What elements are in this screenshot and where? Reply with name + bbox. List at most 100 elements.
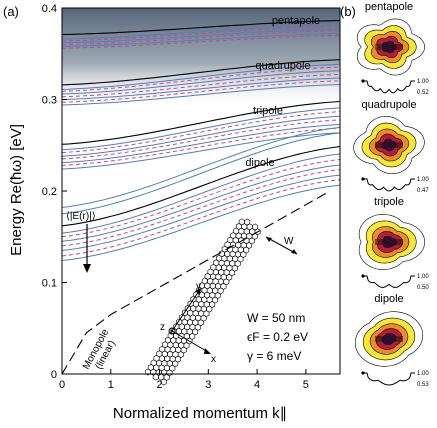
- profile-max-label: 1.00: [417, 371, 429, 377]
- band-curve-red-dashed: [62, 111, 340, 154]
- ribbon-cross-section: [375, 44, 403, 50]
- ribbon-y-label: y: [196, 281, 201, 292]
- panel-a-label: (a): [3, 4, 19, 19]
- x-axis-title: Normalized momentum k∥: [113, 405, 287, 422]
- profile-endpoint: [361, 371, 365, 375]
- band-curve-black: [62, 20, 340, 36]
- profile-max-label: 1.00: [417, 79, 429, 85]
- profile-max-label: 1.00: [417, 177, 429, 183]
- band-curve-blue: [62, 174, 340, 251]
- profile-endpoint: [361, 79, 365, 83]
- field-map-quadrupole: quadrupole 1.00 0.47: [353, 99, 429, 194]
- band-curve-red-dashed: [62, 179, 340, 257]
- band-curve-red-dashed: [62, 80, 340, 103]
- band-curve-blue: [62, 164, 340, 242]
- field-profile-curve: [363, 275, 415, 288]
- band-curve-blue: [62, 28, 340, 44]
- band-curve-red-dashed: [62, 119, 340, 160]
- y-tick-label: 0.1: [42, 278, 57, 290]
- x-tick-label: 0: [59, 379, 65, 391]
- field-map-pentapole: pentapole 1.00 0.52: [356, 1, 429, 96]
- band-curve-black: [62, 146, 340, 227]
- band-curve-blue: [62, 32, 340, 47]
- ribbon-w-label: W: [284, 236, 294, 247]
- band-curve-red-dashed: [62, 30, 340, 46]
- x-tick-label: 1: [108, 379, 114, 391]
- panel-b-label: (b): [340, 4, 356, 19]
- ribbon-x-label: x: [211, 354, 216, 365]
- field-map-title: dipole: [374, 293, 403, 305]
- ribbon-cross-section: [375, 142, 403, 148]
- graphene-ribbon-illustration: y x z W: [144, 218, 298, 386]
- y-tick-label: 0.3: [42, 95, 57, 107]
- axis-ticks: 0 1 2 3 4 5 0 0.1 0.2 0.3 0.4: [42, 3, 309, 391]
- band-curve-black: [62, 59, 340, 86]
- y-tick-label: 0: [51, 369, 57, 381]
- y-axis-title: Energy Re(ħω) [eV]: [8, 124, 25, 256]
- param-width: W = 50 nm: [247, 311, 305, 325]
- profile-min-label: 0.53: [417, 382, 429, 388]
- x-tick-label: 2: [156, 379, 162, 391]
- y-tick-label: 0.4: [42, 3, 57, 15]
- band-curve-blue: [62, 70, 340, 95]
- profile-max-label: 1.00: [417, 274, 429, 280]
- x-tick-label: 5: [303, 379, 309, 391]
- ribbon-z-label: z: [160, 322, 165, 333]
- ribbon-cross-section: [375, 239, 403, 245]
- field-map-title: tripole: [374, 196, 404, 208]
- field-map-title: quadrupole: [361, 99, 416, 111]
- hexagonal-lattice: [144, 218, 261, 386]
- profile-endpoint: [361, 274, 365, 278]
- band-curve-blue: [62, 132, 340, 215]
- mode-label-tripole: tripole: [253, 105, 283, 117]
- ribbon-cross-section: [375, 336, 403, 342]
- mode-label-quadrupole: quadrupole: [255, 60, 310, 72]
- ribbon-axes: [168, 236, 298, 354]
- band-curve-blue: [62, 23, 340, 40]
- field-label: ⟨|E(r)|⟩: [66, 211, 96, 222]
- band-curve-blue: [62, 124, 340, 164]
- x-tick-label: 3: [205, 379, 211, 391]
- band-curve-blue: [62, 184, 340, 261]
- band-curve-blue: [62, 115, 340, 157]
- field-profile-curve: [363, 178, 415, 192]
- field-profile-curve: [363, 80, 415, 94]
- profile-endpoint: [361, 177, 365, 181]
- band-curve-red-dashed: [62, 73, 340, 98]
- profile-min-label: 0.52: [417, 90, 429, 96]
- profile-min-label: 0.47: [417, 188, 429, 194]
- band-curve-blue: [62, 132, 340, 170]
- band-curves: [62, 20, 340, 374]
- band-curve-red-dashed: [62, 169, 340, 247]
- dispersion-plot: 0 1 2 3 4 5 0 0.1 0.2 0.3 0.4: [42, 3, 341, 391]
- band-curve-red-dashed: [62, 25, 340, 42]
- band-curve-blue: [62, 77, 340, 100]
- band-curve-red-dashed: [62, 34, 340, 49]
- mode-label-pentapole: pentapole: [272, 15, 320, 27]
- param-damping: γ = 6 meV: [247, 349, 301, 363]
- lattice-hexagon: [238, 218, 245, 226]
- band-curve-blue: [62, 107, 340, 151]
- param-fermi-energy: ϵF = 0.2 eV: [247, 330, 308, 344]
- field-map-title: pentapole: [365, 1, 413, 13]
- band-curve-black: [62, 100, 340, 145]
- field-map-tripole: tripole 1.00 0.50: [358, 196, 429, 291]
- profile-min-label: 0.50: [417, 285, 429, 291]
- monopole-curve: [62, 190, 331, 374]
- band-curve-blue: [62, 63, 340, 90]
- field-map-dipole: dipole 1.00 0.53: [354, 293, 429, 388]
- band-curve-blue: [62, 126, 340, 208]
- down-arrow-icon: [83, 224, 91, 273]
- field-profile-curve: [363, 372, 415, 386]
- band-curve-red-dashed: [62, 127, 340, 166]
- lattice-hexagon: [246, 223, 253, 231]
- monopole-label: Monopole (linear): [81, 327, 118, 371]
- x-tick-label: 4: [254, 379, 260, 391]
- lattice-hexagon: [254, 228, 261, 236]
- mode-label-dipole: dipole: [245, 157, 274, 169]
- band-curve-blue: [62, 153, 340, 234]
- y-tick-label: 0.2: [42, 186, 57, 198]
- band-curve-red-dashed: [62, 66, 340, 92]
